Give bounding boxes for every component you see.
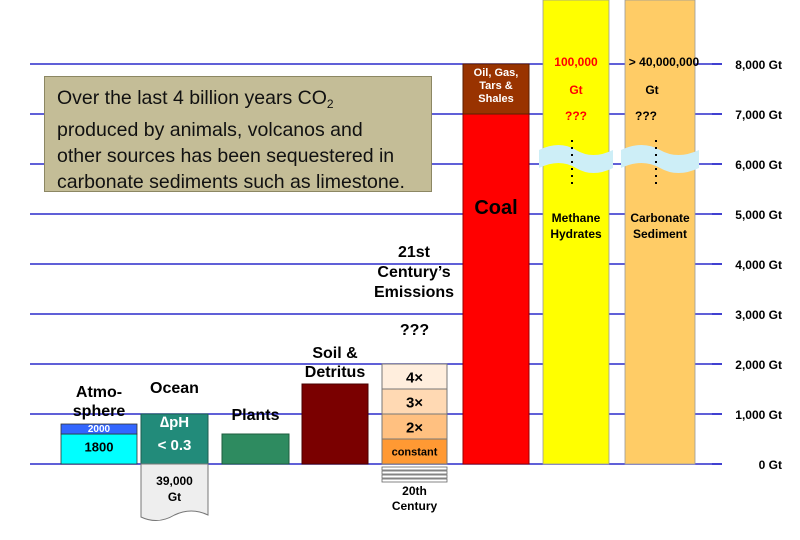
y-tick-label-8: 8,000 Gt (735, 58, 782, 72)
carbonate-label-line-2: Sediment (633, 227, 687, 241)
y-tick-label-2: 2,000 Gt (735, 358, 782, 372)
soil-bar (301, 383, 369, 465)
emissions-label-line-3: Emissions (374, 284, 454, 301)
atmosphere-segment-2000 (60, 423, 138, 435)
y-tick-label-3: 3,000 Gt (735, 308, 782, 322)
twentieth-century-label-line-1: 20th (402, 484, 427, 498)
emissions-segment-4 (381, 363, 448, 390)
oil-gas-bar (462, 63, 530, 115)
ocean-bar (140, 413, 209, 465)
methane-break (539, 145, 613, 173)
soil-label-line-2: Detritus (305, 364, 366, 381)
emissions-segment-label-3: 3× (406, 395, 423, 412)
emissions-segment-label-1: constant (392, 447, 438, 459)
methane-top-unknown: ??? (565, 109, 587, 123)
carbonate-break (621, 145, 699, 173)
emissions-segment-label-4: 4× (406, 370, 423, 387)
emissions-segment-2 (381, 413, 448, 440)
ocean-label: Ocean (150, 380, 199, 397)
carbonate-bar (624, 0, 696, 465)
soil-label-line-1: Soil & (312, 345, 358, 362)
carbonate-top-value: > 40,000,000 (629, 55, 700, 69)
twentieth-century-band-1 (381, 466, 448, 471)
ocean-deep-value-line-2: Gt (168, 490, 181, 504)
ocean-delta-ph: ∆pH (160, 414, 189, 431)
oil-gas-label-line-2: Tars & (479, 80, 512, 92)
methane-label-line-2: Hydrates (550, 227, 602, 241)
callout-line-2: produced by animals, volcanos and (57, 119, 363, 141)
y-tick-label-6: 6,000 Gt (735, 158, 782, 172)
coal-label: Coal (474, 197, 517, 219)
emissions-segment-1 (381, 438, 448, 465)
emissions-unknown: ??? (400, 322, 429, 339)
oil-gas-label-line-3: Shales (478, 93, 513, 105)
ocean-ph-value: < 0.3 (158, 437, 192, 454)
callout-subscript: 2 (326, 97, 334, 111)
plants-label: Plants (231, 407, 279, 424)
atmosphere-value-1800: 1800 (85, 440, 114, 455)
emissions-label-line-2: Century’s (377, 264, 450, 281)
y-tick-label-1: 1,000 Gt (735, 408, 782, 422)
twentieth-century-label-line-2: Century (392, 499, 438, 513)
y-tick-label-0: 0 Gt (759, 458, 782, 472)
atmosphere-label-line-2: sphere (73, 403, 126, 420)
twentieth-century-band-3 (381, 474, 448, 479)
callout-line-3: other sources has been sequestered in (57, 145, 395, 167)
callout-line-1: Over the last 4 billion years CO (57, 87, 327, 109)
carbonate-label-line-1: Carbonate (630, 211, 690, 225)
atmosphere-value-2000: 2000 (88, 424, 111, 435)
twentieth-century-band-4 (381, 478, 448, 483)
y-tick-label-5: 5,000 Gt (735, 208, 782, 222)
callout-line-4: carbonate sediments such as limestone. (57, 171, 405, 193)
coal-bar (462, 113, 530, 465)
methane-bar (542, 0, 610, 465)
explanation-callout: Over the last 4 billion years CO2 produc… (44, 76, 432, 193)
oil-gas-label-line-1: Oil, Gas, (474, 67, 519, 79)
emissions-segment-label-2: 2× (406, 420, 423, 437)
carbonate-top-unknown: ??? (635, 109, 657, 123)
y-tick-label-4: 4,000 Gt (735, 258, 782, 272)
ocean-deep-bar (140, 463, 209, 521)
y-tick-label-7: 7,000 Gt (735, 108, 782, 122)
ocean-deep-value-line-1: 39,000 (156, 474, 193, 488)
emissions-label-line-1: 21st (398, 244, 431, 261)
methane-top-unit: Gt (569, 83, 582, 97)
methane-top-value: 100,000 (554, 55, 598, 69)
atmosphere-label-line-1: Atmo- (76, 384, 122, 401)
plants-bar (221, 433, 290, 465)
twentieth-century-band-2 (381, 470, 448, 475)
methane-label-line-1: Methane (552, 211, 601, 225)
carbonate-top-unit: Gt (645, 83, 658, 97)
